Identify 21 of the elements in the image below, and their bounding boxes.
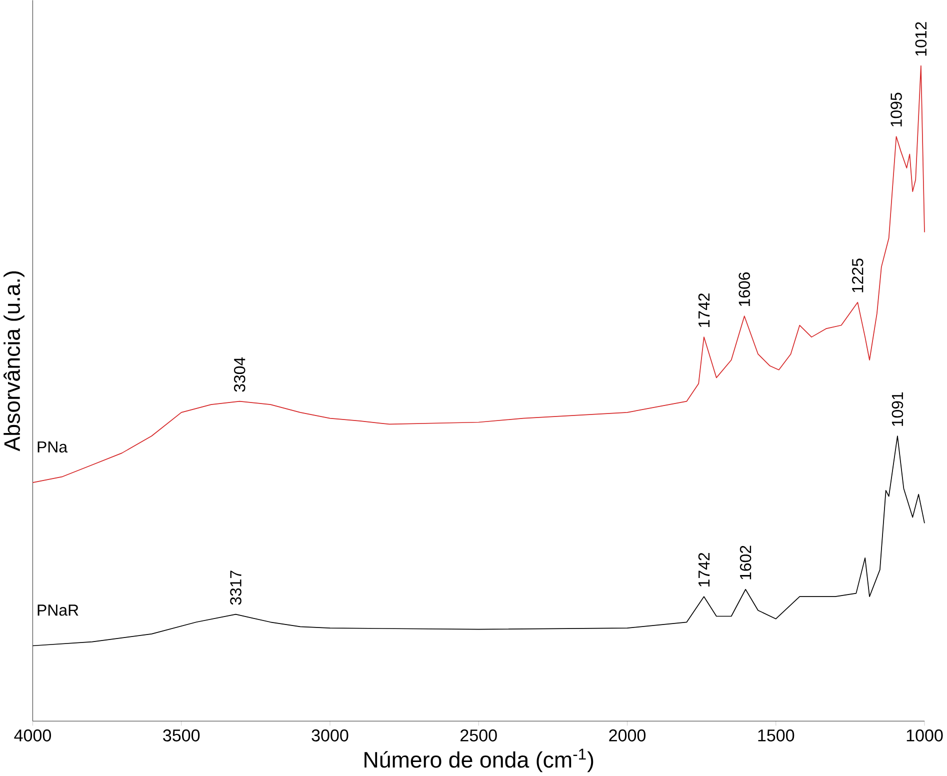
x-tick-label: 3000: [312, 730, 348, 742]
x-tick-label: 4000: [14, 730, 51, 742]
x-tick-label: 2500: [460, 730, 497, 742]
annotation: 1225: [852, 258, 864, 292]
x-tick-label: 3500: [163, 730, 200, 742]
annotation: 1742: [698, 553, 710, 587]
series-label: PNaR: [38, 604, 78, 616]
y-axis-title: Absorvância (u.a.): [4, 272, 24, 452]
x-axis-title: Número de onda (cm$^{-1}$): [364, 748, 594, 772]
x-tick-label: 1000: [906, 730, 943, 742]
annotation: 1012: [915, 22, 927, 56]
annotation: 1602: [740, 546, 752, 580]
x-tick-label: 2000: [609, 730, 646, 742]
annotation: 1606: [738, 272, 750, 306]
annotation: 1095: [890, 92, 902, 127]
series-label: PNa: [38, 442, 68, 453]
x-tick-label: 1500: [758, 730, 794, 742]
annotation: 3304: [234, 358, 246, 392]
annotation: 3317: [230, 570, 242, 605]
annotation: 1091: [892, 392, 904, 426]
annotation: 1742: [698, 294, 710, 328]
